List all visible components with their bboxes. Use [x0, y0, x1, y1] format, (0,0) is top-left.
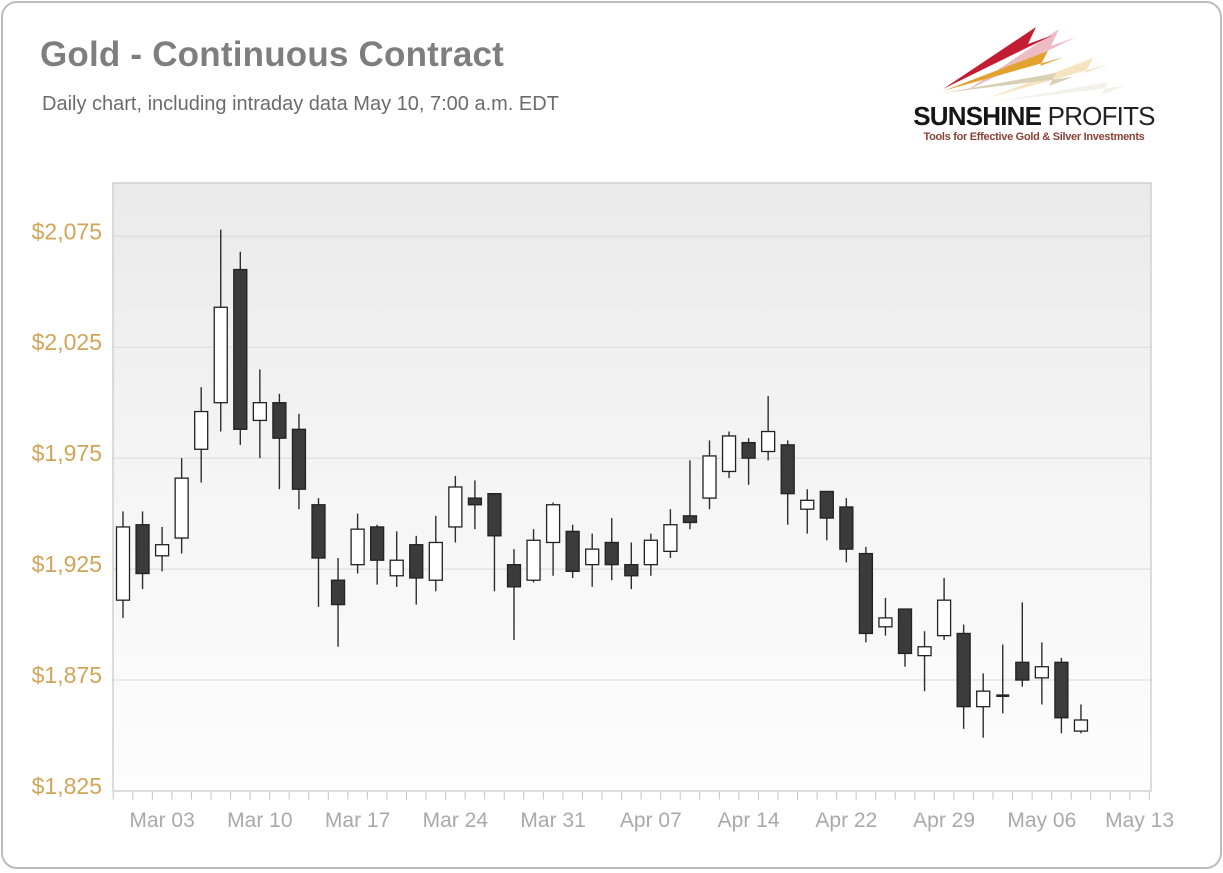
candle-body	[585, 548, 600, 566]
x-axis-label: Mar 03	[129, 809, 194, 832]
candle-body	[624, 564, 639, 577]
candle-body	[780, 444, 795, 495]
candle-body	[897, 608, 913, 655]
candle-body	[311, 504, 326, 559]
candle-body	[369, 526, 385, 561]
candle-body	[467, 497, 483, 506]
x-axis-ticks	[112, 792, 1150, 800]
x-axis-label: Mar 10	[227, 809, 292, 832]
candle-body	[409, 544, 424, 579]
logo-wordmark-sunshine: SUNSHINE	[913, 101, 1042, 131]
page-title: Gold - Continuous Contract	[40, 35, 505, 74]
candle-body	[448, 486, 463, 528]
logo-ray	[943, 27, 1053, 89]
y-axis-label: $2,075	[32, 218, 102, 244]
x-axis-label: May 06	[1007, 809, 1076, 832]
candle-body	[976, 690, 991, 708]
x-axis-label: Apr 22	[815, 809, 877, 832]
candle-body	[839, 506, 854, 550]
x-axis-labels: Mar 03 Mar 10 Mar 17 Mar 24 Mar 31 Apr 07 Apr …	[129, 809, 1174, 832]
y-axis-label: $2,025	[32, 329, 102, 355]
sunshine-profits-logo: SUNSHINE PROFITS Tools for Effective Gol…	[901, 11, 1167, 151]
candle-body	[565, 530, 580, 572]
candle-body	[135, 524, 150, 575]
y-axis-label: $1,925	[32, 551, 102, 577]
candle-body	[604, 541, 619, 566]
plot-border	[112, 182, 1152, 792]
candle-body	[800, 499, 815, 510]
x-axis-label: Apr 14	[718, 809, 780, 832]
y-axis-label: $1,825	[32, 773, 102, 799]
candle-body	[526, 539, 541, 581]
candle-doji-body	[996, 694, 1010, 697]
candle-body	[174, 477, 189, 539]
logo-wordmark: SUNSHINE PROFITS	[903, 101, 1165, 132]
y-axis-label: $1,875	[32, 662, 102, 688]
candle-body	[213, 306, 228, 404]
candles	[115, 229, 1089, 738]
x-axis-label: Mar 31	[520, 809, 585, 832]
candle-body	[272, 402, 287, 439]
candle-body	[702, 455, 717, 499]
candle-body	[1073, 719, 1089, 732]
candle-body	[663, 524, 678, 553]
candle-body	[194, 410, 209, 450]
candle-body	[682, 515, 698, 524]
candle-body	[252, 402, 268, 422]
candle-body	[154, 544, 170, 557]
candle-body	[956, 632, 971, 708]
candle-body	[506, 564, 522, 588]
logo-rays-icon	[943, 27, 1125, 102]
candle-body	[233, 268, 248, 430]
page-subtitle: Daily chart, including intraday data May…	[42, 93, 559, 115]
candle-body	[487, 493, 502, 537]
candle-body	[291, 428, 307, 490]
candle-body	[330, 579, 346, 606]
candle-body	[389, 559, 404, 577]
candle-body	[1034, 666, 1049, 679]
logo-ray-echo	[995, 82, 1125, 102]
candle-body	[761, 430, 776, 453]
candle-body	[819, 490, 834, 519]
x-axis-label: Apr 29	[913, 809, 975, 832]
candle-body	[428, 541, 443, 581]
candle-body	[545, 504, 561, 544]
x-axis-label: Mar 24	[423, 809, 489, 832]
logo-ray	[943, 51, 1064, 91]
candle-body	[1054, 661, 1069, 719]
candle-body	[350, 528, 365, 566]
candle-body	[115, 526, 131, 601]
logo-wordmark-profits: PROFITS	[1047, 101, 1156, 131]
candle-body	[721, 435, 737, 473]
candle-body	[936, 599, 952, 637]
candle-body	[643, 539, 658, 566]
logo-tagline: Tools for Effective Gold & Silver Invest…	[923, 131, 1145, 143]
candle-body	[741, 441, 756, 459]
y-axis-label: $1,975	[32, 440, 102, 466]
x-axis-label: Apr 07	[620, 809, 682, 832]
candle-body	[878, 617, 893, 628]
candle-body	[1015, 661, 1030, 681]
candlestick-chart: $2,075 $2,025 $1,975 $1,925 $1,875 $1,825 Mar …	[32, 182, 1174, 832]
plot-area	[113, 183, 1151, 791]
x-axis-label: Mar 17	[325, 809, 390, 832]
x-axis-label: May 13	[1105, 809, 1174, 832]
candle-body	[858, 552, 874, 635]
logo-ray	[943, 73, 1073, 93]
candle-body	[917, 646, 932, 657]
y-axis-labels: $2,075 $2,025 $1,975 $1,925 $1,875 $1,825	[32, 218, 102, 799]
